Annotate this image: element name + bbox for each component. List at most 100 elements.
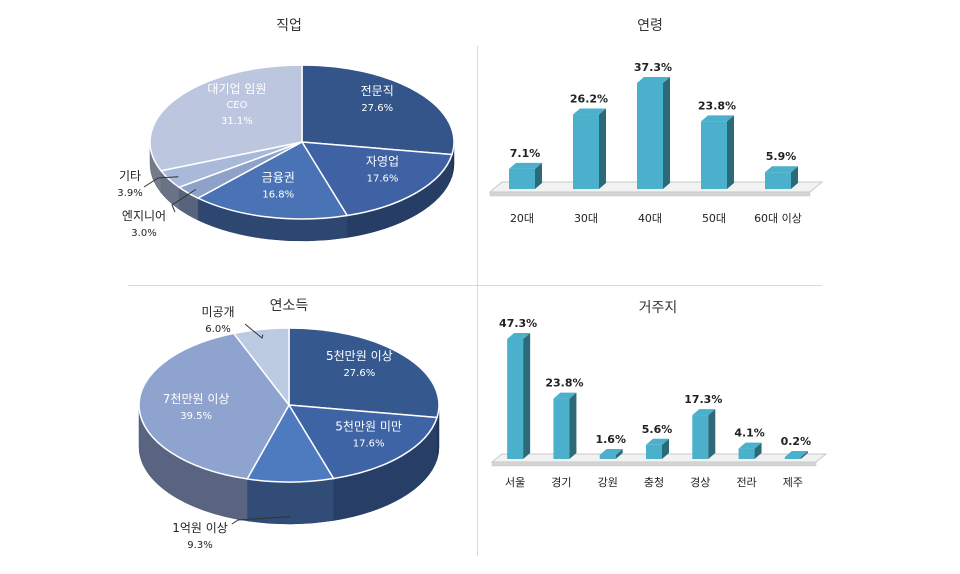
bar-chart-3: 거주지 47.3% 서울 23.8% 경기 1.6% 강원 5.6% 충청 17.3% 경상 4.1%… bbox=[490, 300, 828, 489]
slice-value-label: 3.0% bbox=[131, 228, 156, 239]
bar bbox=[509, 168, 535, 189]
category-label: 강원 bbox=[598, 476, 618, 489]
bar bbox=[646, 444, 662, 459]
slice-label: 1억원 이상 bbox=[172, 521, 228, 535]
slice-value-label: 39.5% bbox=[180, 411, 212, 422]
pie-chart-2: 연소득 5천만원 이상 27.6% 5천만원 미만 17.6% 1억원 이상 9.3% 7천만… bbox=[138, 298, 440, 551]
bar-side bbox=[535, 162, 542, 189]
pie-slice bbox=[288, 327, 440, 419]
chart-title: 연령 bbox=[637, 18, 663, 34]
pie-slice bbox=[300, 141, 453, 217]
pie-side-wall bbox=[246, 478, 334, 525]
bar-side bbox=[523, 333, 531, 459]
slice-value-label: 27.6% bbox=[343, 368, 375, 379]
horizontal-divider bbox=[128, 285, 822, 286]
bar-chart-1: 연령 7.1% 20대 26.2% 30대 37.3% 40대 23.8% 50대 5.9% 60대… bbox=[488, 18, 824, 225]
bar-side bbox=[569, 392, 577, 459]
bar bbox=[599, 454, 616, 459]
bar-value-label: 47.3% bbox=[499, 317, 537, 330]
bar bbox=[765, 172, 791, 189]
category-label: 전라 bbox=[736, 476, 756, 489]
bar-side bbox=[615, 448, 623, 459]
pie-slice bbox=[232, 327, 290, 408]
bar-value-label: 0.2% bbox=[781, 435, 812, 448]
category-label: 30대 bbox=[574, 212, 598, 225]
slice-value-label: 3.9% bbox=[117, 188, 142, 199]
bar-top bbox=[692, 409, 716, 416]
bar-top bbox=[646, 438, 669, 445]
slice-label: 자영업 bbox=[366, 154, 399, 168]
bar-side bbox=[708, 409, 716, 459]
category-label: 40대 bbox=[638, 212, 662, 225]
pie-slice bbox=[301, 64, 455, 156]
bar-top bbox=[765, 166, 798, 173]
bar-value-label: 7.1% bbox=[510, 147, 541, 160]
category-label: 경기 bbox=[551, 476, 571, 489]
leader-line bbox=[231, 516, 291, 525]
bar-value-label: 4.1% bbox=[734, 427, 765, 440]
bar-top bbox=[784, 451, 808, 457]
bar-value-label: 37.3% bbox=[634, 61, 672, 74]
bar-value-label: 5.9% bbox=[766, 150, 797, 163]
slice-label: 5천만원 이상 bbox=[326, 348, 393, 363]
slice-label: 5천만원 미만 bbox=[335, 418, 402, 433]
bar-value-label: 26.2% bbox=[570, 93, 608, 106]
leader-line bbox=[143, 176, 179, 188]
bar-top bbox=[553, 392, 577, 399]
bar bbox=[573, 114, 599, 189]
slice-label: 기타 bbox=[119, 169, 141, 183]
category-label: 서울 bbox=[505, 476, 525, 489]
bar-floor-edge bbox=[491, 461, 817, 467]
bar bbox=[738, 448, 755, 459]
chart-title: 연소득 bbox=[270, 298, 309, 314]
chart-title: 직업 bbox=[276, 18, 302, 34]
leader-line bbox=[244, 323, 264, 339]
category-label: 충청 bbox=[644, 476, 664, 489]
bar-side bbox=[754, 442, 762, 459]
bar-value-label: 17.3% bbox=[684, 393, 722, 406]
slice-value-label: 27.6% bbox=[361, 103, 393, 114]
bar bbox=[507, 339, 524, 459]
bar-top bbox=[573, 108, 606, 115]
slice-label: 전문직 bbox=[361, 84, 394, 98]
slice-value-label: 16.8% bbox=[262, 190, 294, 201]
slice-value-label: 17.6% bbox=[367, 173, 399, 184]
bar-value-label: 23.8% bbox=[698, 99, 736, 112]
vertical-divider bbox=[477, 46, 478, 556]
slice-value-label: 6.0% bbox=[205, 324, 230, 335]
bar-value-label: 5.6% bbox=[642, 423, 673, 436]
pie-slice bbox=[138, 332, 290, 480]
slice-label: 대기업 임원 bbox=[207, 82, 266, 96]
bar-top bbox=[507, 333, 531, 339]
leader-line bbox=[171, 188, 197, 213]
category-label: 60대 이상 bbox=[754, 212, 802, 225]
pie-slice bbox=[196, 141, 349, 220]
category-label: 50대 bbox=[702, 212, 726, 225]
bar bbox=[553, 398, 570, 459]
category-label: 제주 bbox=[783, 476, 803, 489]
slice-value-label: 9.3% bbox=[187, 540, 212, 551]
bar-side bbox=[800, 451, 808, 459]
bar bbox=[784, 457, 801, 459]
pie-slice bbox=[287, 404, 439, 480]
bar-top bbox=[637, 77, 670, 83]
bar-top bbox=[509, 162, 542, 169]
bar bbox=[692, 415, 709, 459]
slice-label: 엔지니어 bbox=[122, 209, 166, 223]
category-label: 경상 bbox=[690, 476, 710, 489]
slice-label: 미공개 bbox=[201, 305, 234, 319]
category-label: 20대 bbox=[510, 212, 534, 225]
bar-value-label: 1.6% bbox=[595, 433, 626, 446]
slice-label: 7천만원 이상 bbox=[163, 391, 230, 406]
bar-side bbox=[599, 108, 606, 189]
bar-side bbox=[662, 438, 669, 459]
pie-slice bbox=[149, 64, 303, 172]
bar bbox=[637, 83, 663, 189]
bar-side bbox=[791, 166, 798, 189]
bar-top bbox=[701, 115, 734, 122]
bar-side bbox=[727, 115, 734, 189]
bar bbox=[701, 121, 727, 189]
slice-value-label: 17.6% bbox=[353, 438, 385, 449]
slice-sublabel: CEO bbox=[226, 100, 247, 111]
